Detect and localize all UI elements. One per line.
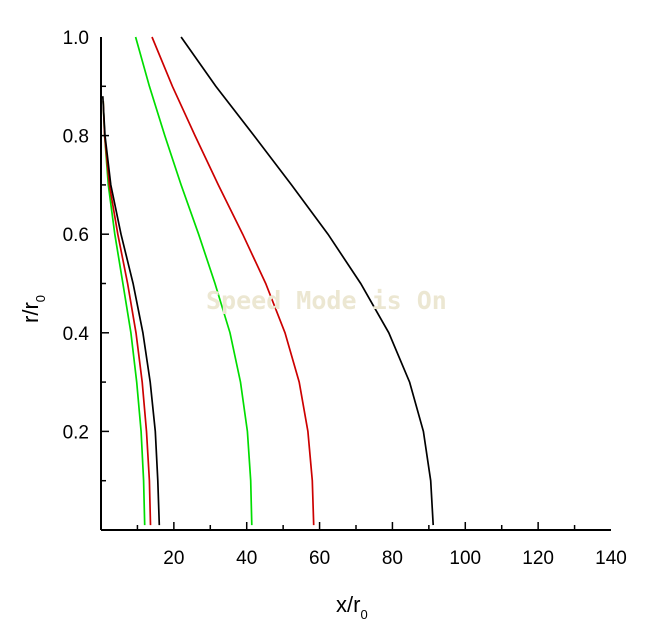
x-tick-label: 60 bbox=[309, 548, 330, 569]
x-tick-label: 120 bbox=[522, 548, 554, 569]
series-line-6 bbox=[180, 36, 435, 526]
series-line-4 bbox=[134, 36, 253, 526]
y-ticks: 0.2 0.4 0.6 0.8 1.0 bbox=[63, 28, 109, 482]
plot-lines bbox=[101, 36, 435, 526]
y-tick-label: 0.4 bbox=[63, 324, 90, 345]
x-tick-label: 20 bbox=[163, 548, 184, 569]
y-axis-title-main: r/r bbox=[18, 302, 43, 323]
series-line-5 bbox=[151, 36, 315, 526]
x-axis-title-sub: 0 bbox=[360, 607, 367, 622]
x-ticks: 20 40 60 80 100 120 140 bbox=[136, 522, 627, 569]
y-tick-label: 0.8 bbox=[63, 127, 89, 148]
x-tick-label: 40 bbox=[236, 548, 257, 569]
x-tick-label: 140 bbox=[595, 548, 627, 569]
x-tick-label: 80 bbox=[382, 548, 403, 569]
series-line-3 bbox=[101, 96, 161, 526]
y-tick-label: 1.0 bbox=[63, 28, 89, 49]
series-line-2 bbox=[102, 101, 152, 526]
x-axis-title: x/r0 bbox=[336, 592, 368, 622]
y-axis-title-sub: 0 bbox=[33, 295, 48, 302]
y-tick-label: 0.6 bbox=[63, 225, 89, 246]
y-tick-label: 0.2 bbox=[63, 422, 89, 443]
watermark: Speed Mode is On bbox=[206, 286, 447, 315]
x-tick-label: 100 bbox=[449, 548, 481, 569]
x-axis-title-main: x/r bbox=[336, 592, 360, 617]
y-axis-title: r/r0 bbox=[18, 295, 48, 323]
